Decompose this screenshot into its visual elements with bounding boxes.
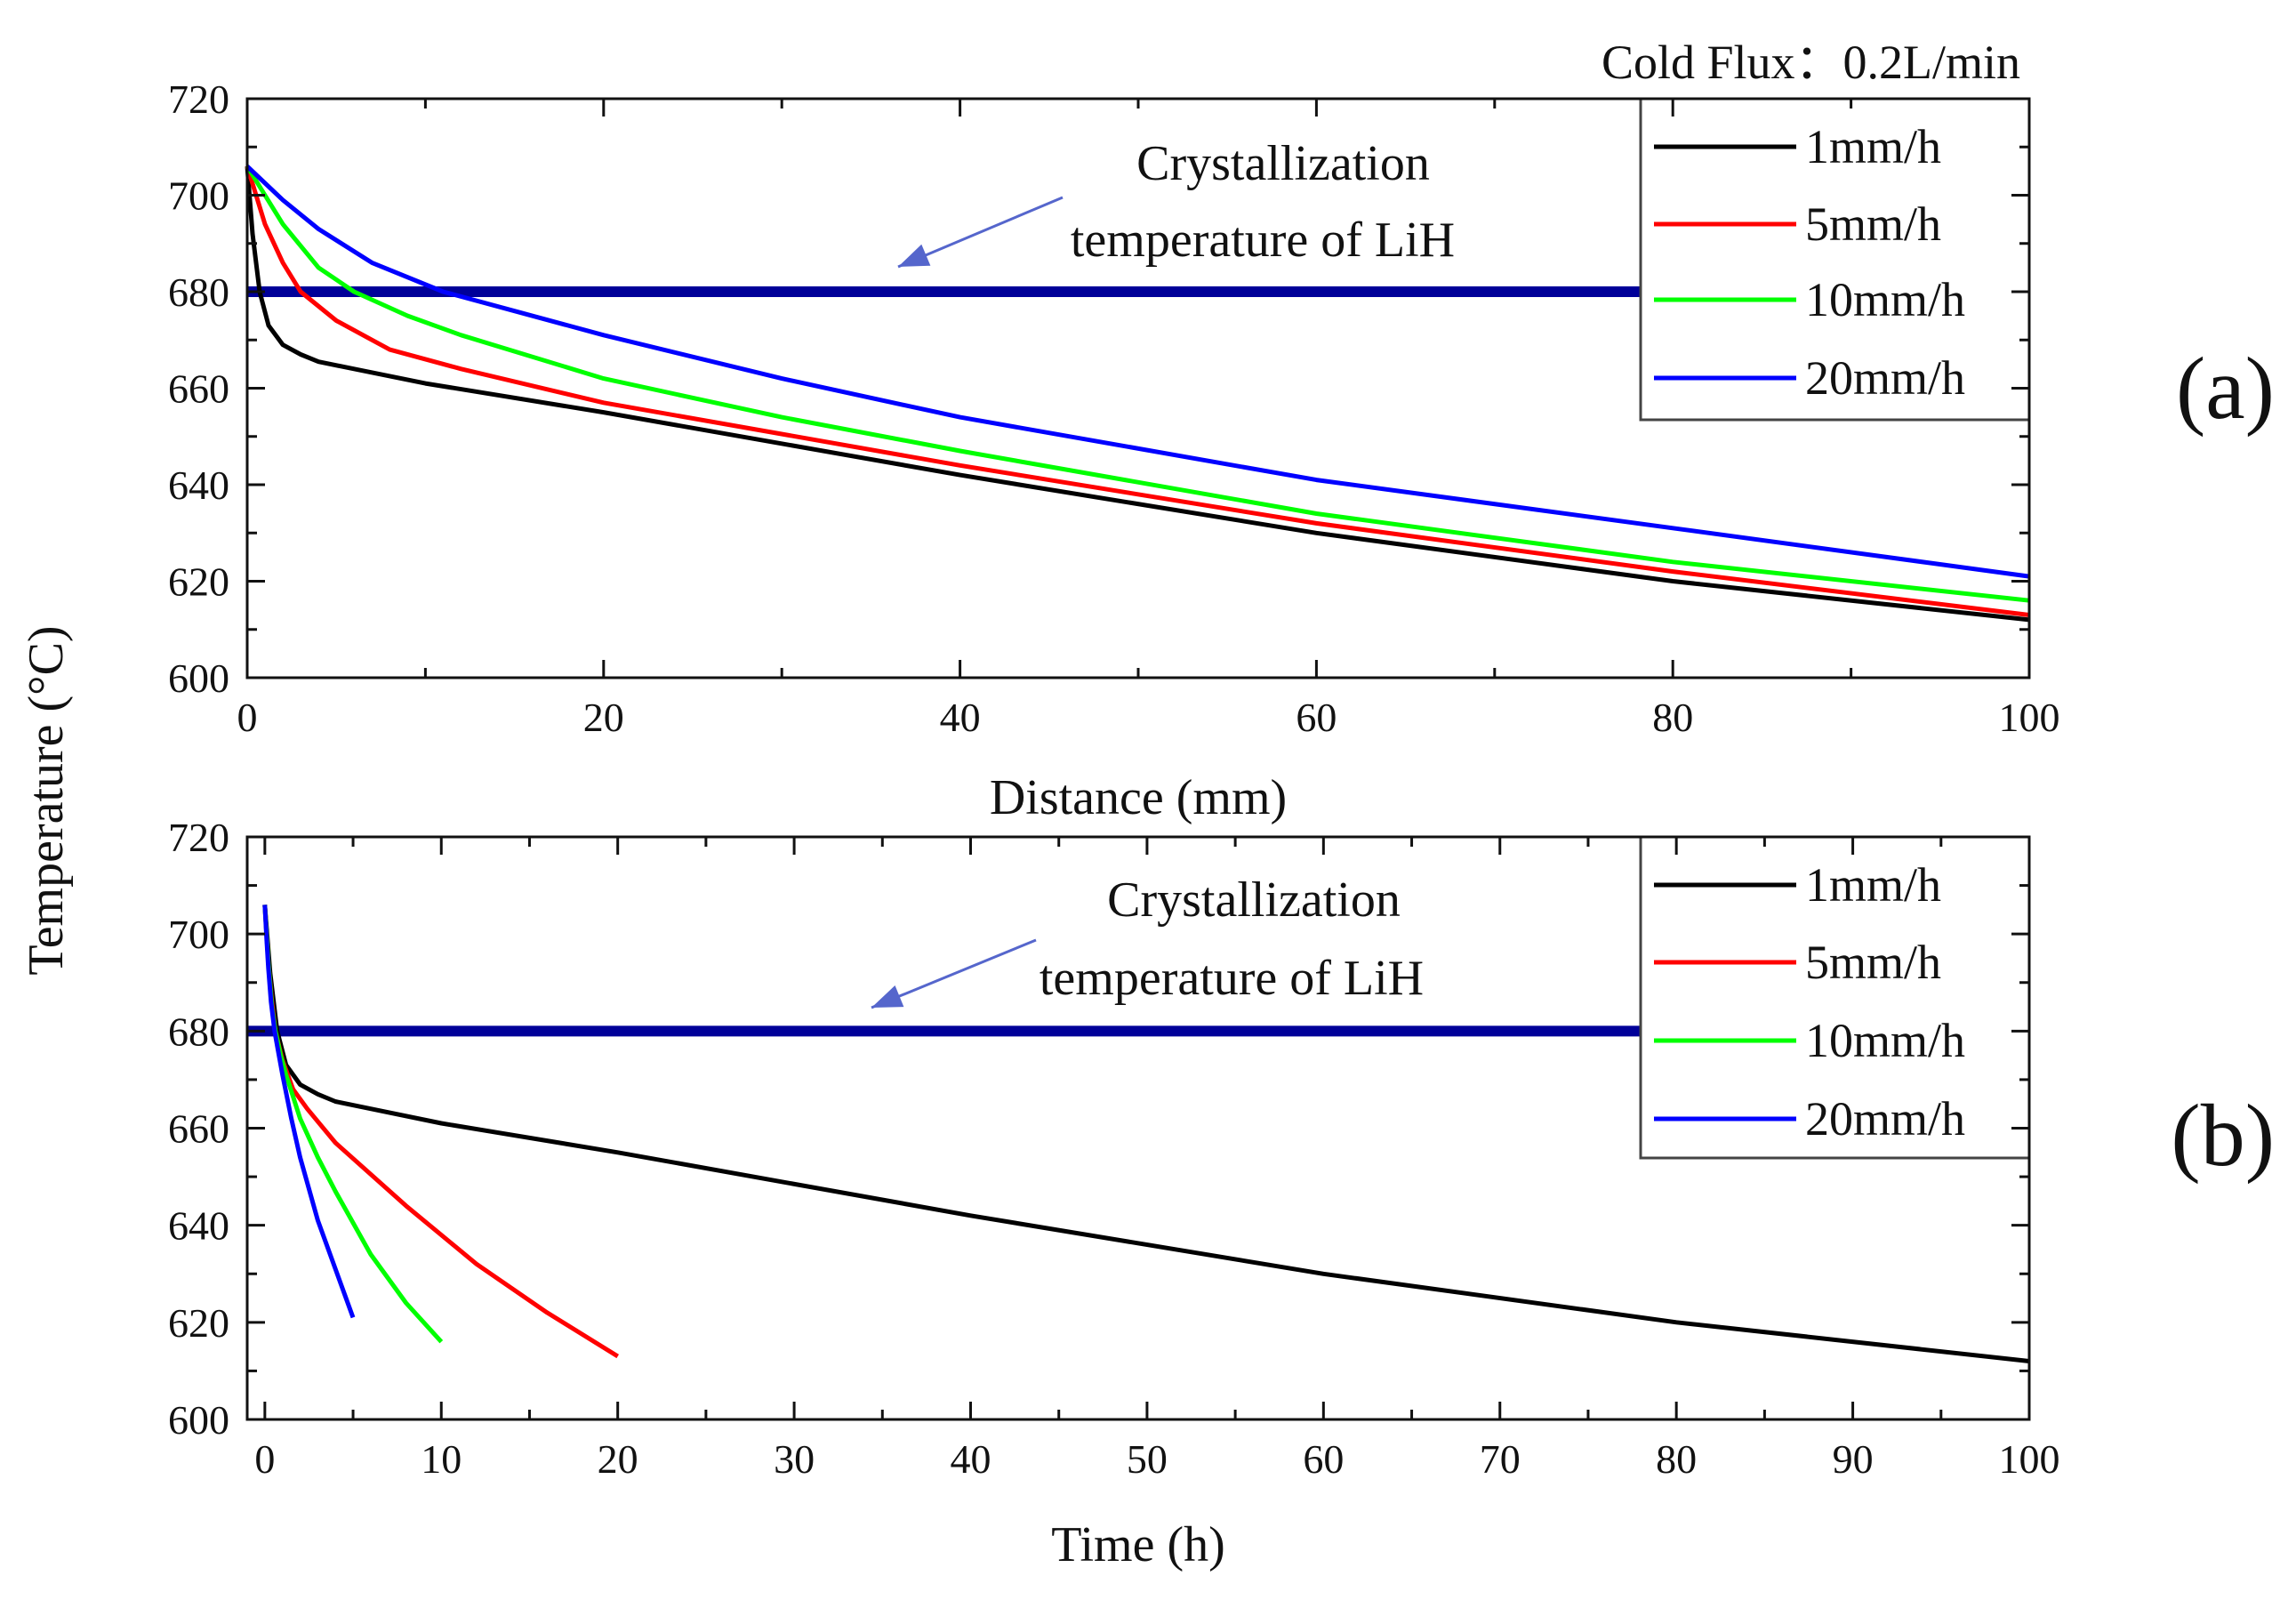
panel-label: (a) — [2176, 339, 2275, 438]
y-tick-label: 620 — [168, 1300, 229, 1346]
series-line-5mm-per-h — [262, 904, 620, 1359]
annotation-line-1: Crystallization — [1136, 136, 1430, 191]
y-tick-label: 720 — [168, 76, 229, 122]
x-tick-label: 90 — [1833, 1436, 1874, 1482]
x-tick-label: 80 — [1652, 695, 1693, 740]
y-tick-label: 680 — [168, 269, 229, 315]
y-tick-label: 700 — [168, 173, 229, 219]
y-tick-label: 600 — [168, 655, 229, 701]
annotation-line-2: temperature of LiH — [1071, 213, 1455, 268]
y-tick-label: 720 — [168, 815, 229, 860]
y-tick-label: 660 — [168, 1106, 229, 1152]
x-tick-label: 40 — [951, 1436, 991, 1482]
x-axis-title: Time (h) — [1051, 1517, 1225, 1572]
series-line-10mm-per-h — [245, 165, 2030, 603]
x-axis-title: Distance (mm) — [990, 770, 1287, 825]
legend-label: 1mm/h — [1805, 858, 1941, 912]
x-tick-label: 10 — [421, 1436, 462, 1482]
x-tick-label: 60 — [1296, 695, 1337, 740]
x-tick-label: 0 — [254, 1436, 275, 1482]
series-line-20mm-per-h — [262, 904, 356, 1319]
y-tick-label: 600 — [168, 1397, 229, 1443]
annotation-arrow-head — [898, 244, 931, 267]
annotation-line-1: Crystallization — [1107, 872, 1401, 928]
legend-label: 10mm/h — [1805, 273, 1965, 326]
x-tick-label: 20 — [583, 695, 624, 740]
legend-label: 20mm/h — [1805, 1092, 1965, 1146]
panel-label: (b) — [2171, 1086, 2275, 1185]
legend-label: 10mm/h — [1805, 1014, 1965, 1067]
y-tick-label: 640 — [168, 1203, 229, 1249]
panel-b: 1mm/h5mm/h10mm/h20mm/h600620640660680700… — [168, 815, 2275, 1572]
x-tick-label: 50 — [1127, 1436, 1168, 1482]
x-tick-label: 80 — [1656, 1436, 1697, 1482]
legend-label: 5mm/h — [1805, 197, 1941, 251]
x-tick-label: 40 — [940, 695, 981, 740]
annotation-line-2: temperature of LiH — [1040, 951, 1424, 1006]
y-tick-label: 700 — [168, 912, 229, 957]
x-tick-label: 60 — [1303, 1436, 1344, 1482]
series-line-5mm-per-h — [245, 165, 2030, 617]
y-tick-label: 680 — [168, 1009, 229, 1054]
y-tick-label: 640 — [168, 462, 229, 508]
x-tick-label: 0 — [237, 695, 258, 740]
y-tick-label: 620 — [168, 559, 229, 605]
annotation-arrow-head — [871, 985, 904, 1008]
cold-flux-label: Cold Flux：0.2L/min — [1602, 36, 2020, 89]
x-tick-label: 70 — [1480, 1436, 1521, 1482]
legend-label: 20mm/h — [1805, 351, 1965, 405]
series-line-1mm-per-h — [245, 165, 2030, 623]
x-tick-label: 100 — [1999, 1436, 2060, 1482]
panel-a: 1mm/h5mm/h10mm/h20mm/h600620640660680700… — [168, 76, 2275, 825]
legend-label: 1mm/h — [1805, 120, 1941, 173]
y-tick-label: 660 — [168, 366, 229, 412]
legend-box — [1639, 835, 2031, 1160]
x-tick-label: 20 — [598, 1436, 638, 1482]
y-axis-title: Temperature (°C) — [19, 625, 74, 975]
legend-label: 5mm/h — [1805, 936, 1941, 989]
legend-box — [1639, 97, 2031, 422]
series-line-20mm-per-h — [245, 165, 2030, 579]
x-tick-label: 30 — [774, 1436, 815, 1482]
x-tick-label: 100 — [1999, 695, 2060, 740]
